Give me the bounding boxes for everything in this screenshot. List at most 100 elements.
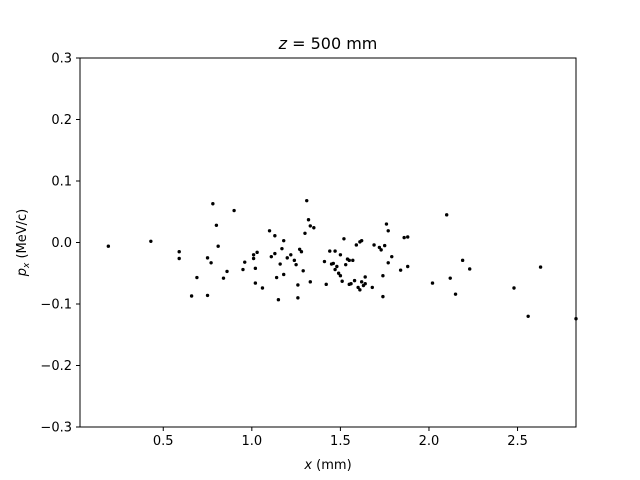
data-point <box>305 198 309 203</box>
data-point <box>384 222 389 226</box>
data-point <box>289 253 293 257</box>
data-point <box>273 251 277 256</box>
data-point <box>285 256 289 260</box>
y-tick-label: −0.2 <box>40 359 72 374</box>
x-axis-ticks: 0.5 1.0 1.5 2.0 2.5 <box>153 427 528 449</box>
x-tick-label: 1.5 <box>330 434 351 449</box>
data-point <box>444 213 449 217</box>
data-point <box>269 254 274 259</box>
y-tick-label: 0.1 <box>51 175 72 190</box>
data-point <box>370 285 374 290</box>
x-tick-label: 0.5 <box>153 434 174 449</box>
data-point <box>468 267 472 271</box>
y-tick-label: 0.2 <box>51 113 72 128</box>
data-point <box>296 296 300 300</box>
data-point <box>347 258 351 263</box>
data-point <box>342 237 346 241</box>
data-point <box>177 250 181 254</box>
data-point <box>363 282 367 286</box>
data-point <box>386 261 390 265</box>
data-point <box>273 234 277 238</box>
data-point <box>253 266 258 271</box>
data-point <box>430 281 435 285</box>
data-point <box>303 231 307 235</box>
y-tick-label: −0.1 <box>40 298 72 313</box>
data-point <box>251 253 256 257</box>
data-point <box>526 314 530 318</box>
y-tick-label: −0.3 <box>40 421 72 436</box>
data-point <box>338 253 343 257</box>
data-points <box>106 198 578 321</box>
data-point <box>278 262 282 266</box>
data-point <box>335 264 339 269</box>
data-point <box>448 276 452 280</box>
data-point <box>338 274 343 278</box>
y-tick-label: 0.0 <box>51 236 72 251</box>
y-axis-label: px (MeV/c) <box>15 209 32 278</box>
chart-title-variable: z <box>278 34 288 53</box>
data-point <box>328 249 332 253</box>
data-point <box>195 275 199 280</box>
data-point <box>386 229 390 233</box>
data-point <box>297 247 302 251</box>
data-point <box>398 268 403 272</box>
data-point <box>251 256 256 261</box>
data-point <box>351 258 355 263</box>
data-point <box>406 264 410 269</box>
data-point <box>280 246 284 251</box>
data-point <box>336 271 341 275</box>
data-point <box>333 249 337 253</box>
x-tick-label: 2.0 <box>419 434 440 449</box>
data-point <box>402 235 406 240</box>
data-point <box>296 283 300 287</box>
x-axis-label-unit: (mm) <box>312 458 352 473</box>
y-axis-label-variable: p <box>15 268 30 277</box>
data-point <box>390 254 394 259</box>
data-point <box>205 256 210 260</box>
chart-title: z = 500 mm <box>278 34 378 53</box>
data-point <box>363 275 367 279</box>
data-point <box>406 235 410 239</box>
data-point <box>274 275 279 280</box>
y-axis-label-subscript: x <box>22 262 32 269</box>
data-point <box>216 244 220 248</box>
data-point <box>356 285 360 290</box>
data-point <box>149 239 153 243</box>
data-point <box>205 293 210 298</box>
data-point <box>377 245 382 250</box>
data-point <box>306 218 311 222</box>
data-point <box>282 238 286 243</box>
data-point <box>340 279 344 283</box>
data-point <box>253 281 258 285</box>
data-point <box>359 280 364 284</box>
data-point <box>331 261 336 266</box>
x-axis-label-variable: x <box>303 458 312 473</box>
data-point <box>460 258 465 263</box>
data-point <box>243 260 247 264</box>
data-point <box>512 286 516 290</box>
x-tick-label: 1.0 <box>241 434 262 449</box>
data-point <box>260 286 265 290</box>
data-point <box>381 294 385 299</box>
data-point <box>255 250 259 255</box>
data-point <box>382 243 387 248</box>
data-point <box>324 282 328 287</box>
chart-title-text: = 500 mm <box>287 34 377 53</box>
x-axis-label: x (mm) <box>303 458 351 473</box>
data-point <box>299 250 304 254</box>
data-point <box>358 288 362 292</box>
data-point <box>379 248 383 252</box>
data-point <box>211 202 215 206</box>
data-point <box>294 262 298 267</box>
data-point <box>177 256 181 261</box>
data-point <box>372 243 376 247</box>
data-point <box>453 292 458 296</box>
data-point <box>292 258 297 263</box>
data-point <box>349 282 353 286</box>
y-axis-ticks: −0.3 −0.2 −0.1 0.0 0.1 0.2 0.3 <box>40 52 80 436</box>
data-point <box>308 224 312 228</box>
data-point <box>232 208 236 213</box>
data-point <box>209 261 213 265</box>
data-point <box>241 267 245 272</box>
